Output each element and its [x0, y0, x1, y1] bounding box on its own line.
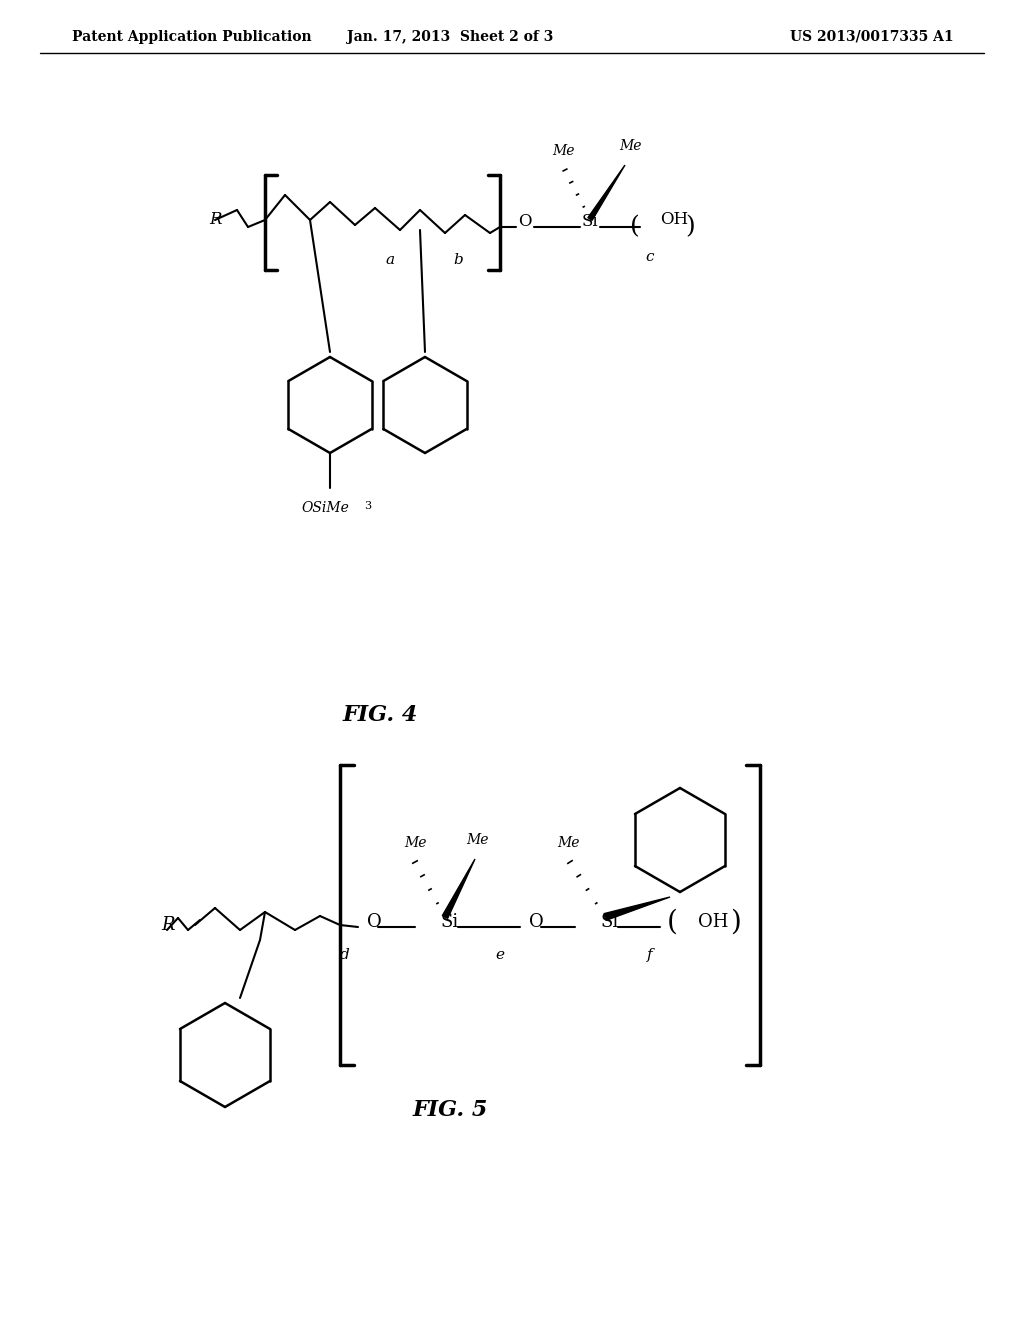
Text: Si: Si — [601, 913, 620, 931]
Text: b: b — [454, 253, 463, 267]
Text: O: O — [518, 214, 531, 231]
Text: f: f — [647, 948, 653, 962]
Text: e: e — [496, 948, 505, 962]
Text: a: a — [385, 253, 394, 267]
Polygon shape — [442, 859, 475, 919]
Text: Patent Application Publication: Patent Application Publication — [72, 30, 311, 44]
Text: (: ( — [667, 908, 678, 936]
Text: FIG. 5: FIG. 5 — [413, 1100, 487, 1121]
Text: Me: Me — [466, 833, 488, 847]
Polygon shape — [604, 898, 670, 920]
Text: Me: Me — [557, 836, 580, 850]
Text: O: O — [367, 913, 381, 931]
Text: Me: Me — [403, 836, 426, 850]
Text: US 2013/0017335 A1: US 2013/0017335 A1 — [790, 30, 953, 44]
Text: ): ) — [730, 908, 741, 936]
Text: OH: OH — [660, 211, 688, 228]
Text: R: R — [162, 916, 175, 935]
Text: (: ( — [630, 215, 640, 239]
Text: ): ) — [685, 215, 695, 239]
Text: OSiMe: OSiMe — [301, 502, 349, 515]
Polygon shape — [588, 165, 625, 220]
Text: Si: Si — [582, 214, 598, 231]
Text: d: d — [340, 948, 350, 962]
Text: c: c — [646, 249, 654, 264]
Text: O: O — [528, 913, 544, 931]
Text: FIG. 4: FIG. 4 — [342, 704, 418, 726]
Text: OH: OH — [698, 913, 728, 931]
Text: Me: Me — [618, 139, 641, 153]
Text: Me: Me — [552, 144, 574, 158]
Text: R: R — [210, 211, 222, 228]
Text: Si: Si — [441, 913, 459, 931]
Text: 3: 3 — [365, 502, 372, 511]
Text: Jan. 17, 2013  Sheet 2 of 3: Jan. 17, 2013 Sheet 2 of 3 — [347, 30, 553, 44]
